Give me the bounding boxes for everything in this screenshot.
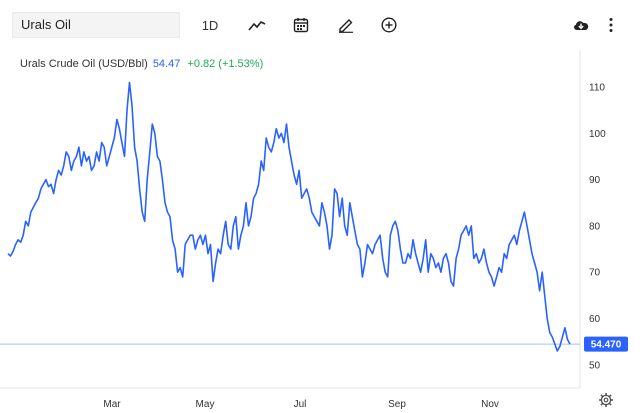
drawing-tool-button[interactable] xyxy=(335,12,357,38)
series-line xyxy=(7,81,571,352)
more-vertical-icon xyxy=(609,18,613,32)
x-tick-label: Sep xyxy=(388,399,406,410)
legend-change: +0.82 (+1.53%) xyxy=(187,58,264,70)
date-range-button[interactable] xyxy=(290,12,312,38)
x-tick-label: Jul xyxy=(294,399,307,410)
add-indicator-button[interactable] xyxy=(378,12,400,38)
y-tick-label: 100 xyxy=(589,129,606,140)
y-tick-label: 110 xyxy=(589,83,605,94)
y-tick-label: 80 xyxy=(589,221,601,232)
chart-toolbar: Urals Oil 1D xyxy=(0,0,640,50)
download-cloud-icon xyxy=(574,21,589,30)
y-tick-label: 60 xyxy=(589,314,601,325)
x-tick-label: Mar xyxy=(103,399,121,410)
add-circle-icon xyxy=(381,17,397,33)
chart-area[interactable]: 50 60 70 80 90 100 110 Mar May Jul Sep Nov 54.470 … xyxy=(0,50,640,413)
chart-legend: Urals Crude Oil (USD/Bbl) 54.47 +0.82 (+… xyxy=(20,58,263,70)
legend-symbol-name: Urals Crude Oil (USD/Bbl) xyxy=(20,58,148,70)
download-button[interactable] xyxy=(570,12,592,38)
x-tick-label: May xyxy=(196,399,215,410)
y-tick-label: 90 xyxy=(589,175,601,186)
x-tick-label: Nov xyxy=(481,399,499,410)
current-price-label: 54.470 xyxy=(591,340,622,351)
y-tick-label: 50 xyxy=(589,360,601,371)
draw-pencil-icon xyxy=(339,19,353,33)
current-price-tag: 54.470 xyxy=(584,336,628,352)
legend-price: 54.47 xyxy=(152,58,181,70)
line-chart-button[interactable] xyxy=(246,12,268,38)
symbol-search-input[interactable]: Urals Oil xyxy=(12,12,180,38)
line-chart-icon xyxy=(248,20,266,31)
y-tick-label: 70 xyxy=(589,268,601,279)
time-axis: Mar May Jul Sep Nov xyxy=(103,399,499,410)
period-button[interactable]: 1D xyxy=(201,17,219,33)
more-options-button[interactable] xyxy=(604,12,618,38)
calendar-icon xyxy=(293,18,309,33)
price-axis: 50 60 70 80 90 100 110 xyxy=(589,83,606,372)
price-chart[interactable]: 50 60 70 80 90 100 110 Mar May Jul Sep Nov 54.470 xyxy=(0,50,640,413)
gear-icon xyxy=(599,393,613,407)
chart-settings-button[interactable] xyxy=(598,392,614,408)
